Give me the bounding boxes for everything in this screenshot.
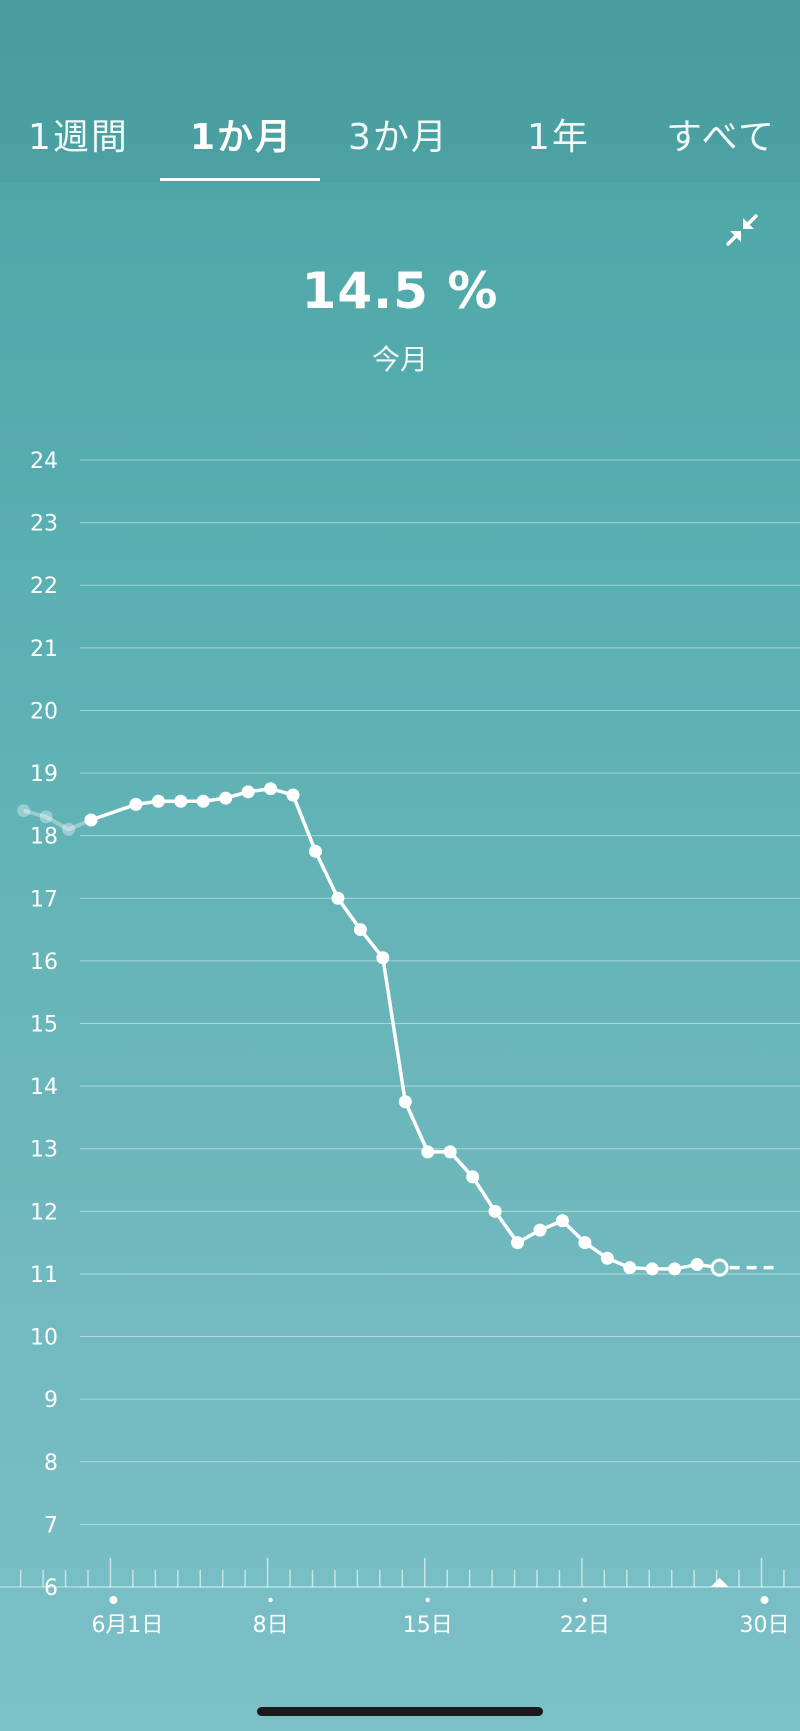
y-tick-label: 6 <box>44 1576 58 1601</box>
data-point <box>219 791 233 805</box>
series-line <box>90 786 720 1271</box>
y-tick-label: 9 <box>44 1388 58 1413</box>
data-point <box>398 1095 412 1109</box>
faded-series-line <box>23 808 92 832</box>
x-tick-label: 8日 <box>253 1613 289 1638</box>
data-point <box>645 1262 659 1276</box>
data-point <box>466 1170 480 1184</box>
y-tick-label: 8 <box>44 1451 58 1476</box>
y-tick-label: 23 <box>30 512 58 537</box>
y-tick-label: 19 <box>30 762 58 787</box>
data-point <box>488 1204 502 1218</box>
data-point <box>286 788 300 802</box>
x-tick-label: 6月1日 <box>91 1613 163 1638</box>
summary-period: 今月 <box>371 343 428 376</box>
data-point <box>690 1258 704 1272</box>
data-point <box>421 1145 435 1159</box>
data-point <box>331 891 345 905</box>
x-tick-dot <box>109 1596 118 1604</box>
active-tab-indicator <box>160 178 320 181</box>
y-tick-label: 11 <box>30 1263 58 1288</box>
data-point <box>623 1261 637 1275</box>
data-point <box>84 813 98 827</box>
data-point <box>600 1251 614 1265</box>
selected-day-marker <box>710 1578 729 1587</box>
data-point <box>578 1236 592 1250</box>
data-point <box>533 1223 547 1237</box>
y-tick-label: 7 <box>44 1513 58 1538</box>
data-point <box>241 785 255 799</box>
y-tick-label: 15 <box>30 1013 58 1038</box>
x-tick-label: 22日 <box>560 1613 610 1638</box>
data-point <box>196 794 210 808</box>
y-tick-label: 12 <box>30 1200 58 1225</box>
x-tick-dot <box>760 1596 769 1604</box>
home-indicator[interactable] <box>257 1707 543 1716</box>
tab-all[interactable]: すべて <box>666 117 777 158</box>
x-tick-dot <box>268 1597 273 1603</box>
data-point <box>353 923 367 937</box>
data-point <box>129 797 143 811</box>
y-tick-label: 24 <box>30 449 58 474</box>
faded-data-point <box>39 810 53 824</box>
data-point <box>555 1214 569 1228</box>
data-point <box>511 1236 525 1250</box>
x-tick-dot <box>582 1597 588 1603</box>
y-tick-label: 20 <box>30 699 58 724</box>
x-tick-label: 30日 <box>740 1613 790 1638</box>
tab-1-week[interactable]: 1週間 <box>28 117 129 158</box>
data-point <box>264 782 278 796</box>
collapse-arrows-icon[interactable] <box>722 210 762 250</box>
y-tick-label: 21 <box>30 637 58 662</box>
y-tick-label: 18 <box>30 825 58 850</box>
x-tick-dot <box>425 1597 430 1603</box>
tab-1-month[interactable]: 1か月 <box>190 117 294 158</box>
data-point <box>668 1262 682 1276</box>
summary-value: 14.5 % <box>301 262 499 320</box>
data-point <box>376 951 390 965</box>
faded-data-point <box>17 804 31 818</box>
data-point <box>174 794 188 808</box>
tab-1-year[interactable]: 1年 <box>527 117 590 158</box>
faded-data-point <box>62 822 76 836</box>
data-point <box>309 844 322 858</box>
current-data-point <box>710 1258 729 1277</box>
data-point <box>151 794 165 808</box>
y-tick-label: 13 <box>30 1138 58 1163</box>
y-tick-label: 17 <box>30 887 58 912</box>
y-tick-label: 22 <box>30 574 58 599</box>
period-tab-bar: 1週間 1か月 3か月 1年 すべて <box>0 0 800 182</box>
y-tick-label: 10 <box>30 1326 58 1351</box>
y-tick-label: 14 <box>30 1075 58 1100</box>
data-point <box>443 1145 457 1159</box>
tab-3-months[interactable]: 3か月 <box>348 117 449 158</box>
y-tick-label: 16 <box>30 950 58 975</box>
x-tick-label: 15日 <box>403 1613 453 1638</box>
